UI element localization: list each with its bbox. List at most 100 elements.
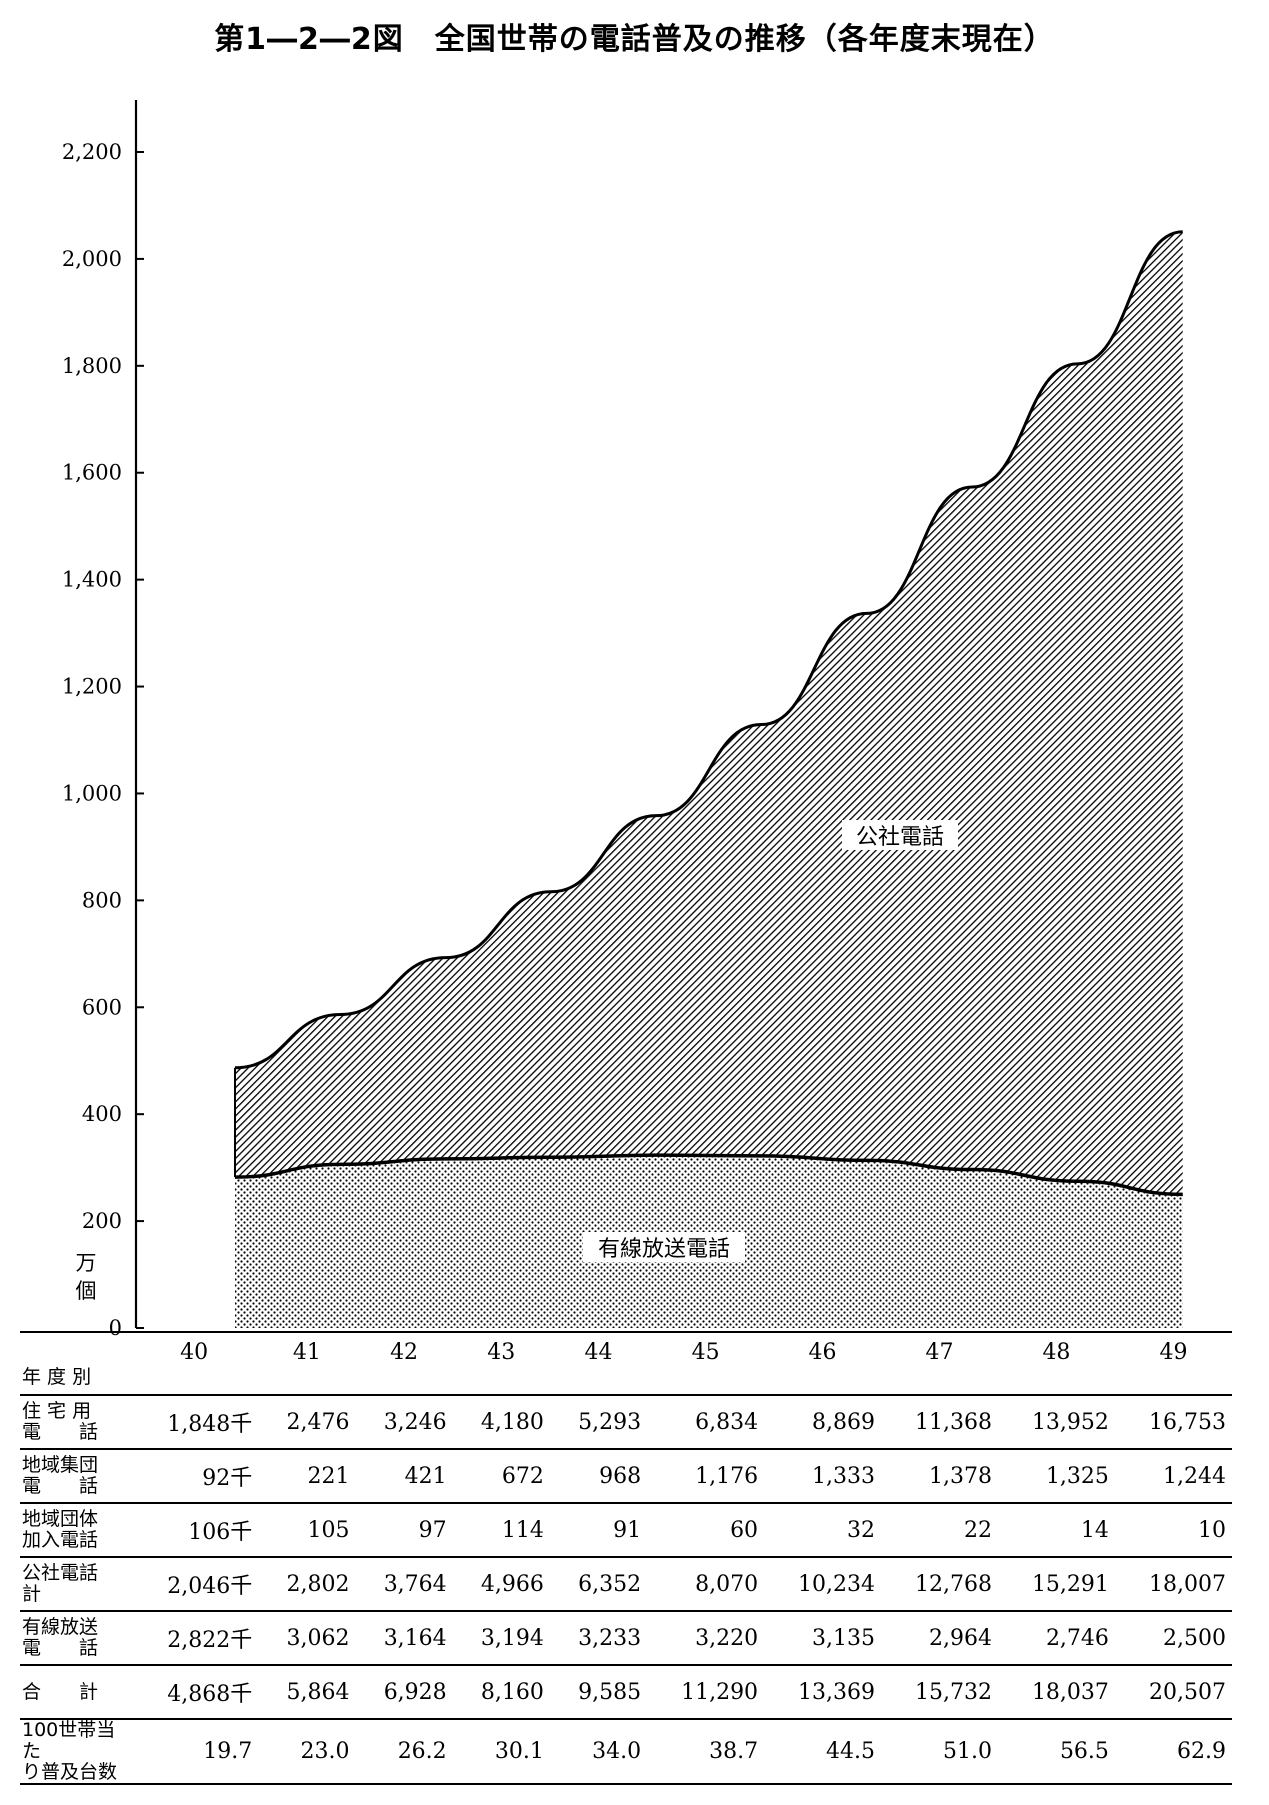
table-cell: 2,822千 <box>130 1610 259 1665</box>
y-tick-label: 1,000 <box>62 781 122 805</box>
row-header: 住 宅 用電 話 <box>20 1394 130 1449</box>
year-label: 46 <box>808 1340 837 1365</box>
line-cable-broadcast <box>234 1153 1183 1197</box>
table-cell: 3,220 <box>647 1610 765 1665</box>
table-cell: 106千 <box>130 1502 259 1557</box>
table-cell: 38.7 <box>647 1718 765 1785</box>
row-header: 地域団体 加入電話 <box>20 1502 130 1557</box>
table-cell: 15,732 <box>881 1664 998 1719</box>
row-header-line: 合 計 <box>22 1680 99 1703</box>
table-cell: 92千 <box>130 1448 259 1503</box>
table-cell: 34.0 <box>549 1718 648 1785</box>
row-header-line: 加入電話 <box>22 1529 99 1551</box>
table-cell: 97 <box>355 1502 453 1557</box>
row-header-line: 公社電話 <box>22 1562 99 1584</box>
table-cell: 91 <box>549 1502 648 1557</box>
row-header-line: 有線放送 <box>22 1616 99 1638</box>
row-header: 合 計 <box>20 1664 130 1719</box>
year-label: 44 <box>584 1340 613 1365</box>
table-cell: 2,046千 <box>130 1556 259 1611</box>
table-cell: 2,500 <box>1114 1610 1232 1665</box>
table-cell: 32 <box>764 1502 882 1557</box>
row-header-line: り普及台数 <box>22 1761 118 1783</box>
row-header-line: 住 宅 用 <box>22 1400 92 1422</box>
table-row: 住 宅 用電 話 1,848千 2,476 3,246 4,180 5,293 6,834 8… <box>20 1394 1232 1449</box>
table-cell: 8,070 <box>647 1556 765 1611</box>
table-cell: 421 <box>355 1448 453 1503</box>
y-tick-label: 1,600 <box>62 461 122 485</box>
row-header: 公社電話計 <box>20 1556 130 1611</box>
label-bg <box>842 820 958 850</box>
table-cell: 18,037 <box>997 1664 1115 1719</box>
y-tick-label: 600 <box>82 995 122 1019</box>
row-header-line: 地域集団 <box>22 1454 99 1476</box>
table-cell: 4,868千 <box>130 1664 259 1719</box>
table-cell: 6,928 <box>355 1664 453 1719</box>
y-tick-label: 800 <box>82 888 122 912</box>
table-cell: 3,164 <box>355 1610 453 1665</box>
table-cell: 2,802 <box>258 1556 356 1611</box>
table-cell: 8,869 <box>764 1394 882 1449</box>
row-header-line: 電 話 <box>22 1475 99 1497</box>
table-cell: 2,476 <box>258 1394 356 1449</box>
table-cell: 3,194 <box>452 1610 550 1665</box>
year-label: 43 <box>487 1340 516 1365</box>
table-cell: 56.5 <box>997 1718 1115 1785</box>
row-header-line: 電 話 <box>22 1637 99 1659</box>
year-header-label: 年 度 別 <box>22 1366 92 1388</box>
row-header-line: 100世帯当た <box>22 1719 116 1762</box>
table-cell: 10 <box>1114 1502 1232 1557</box>
table-row: 地域集団電 話 92千 221 421 672 968 1,176 1,333 1,378 1,3… <box>20 1448 1232 1503</box>
table-cell: 6,834 <box>647 1394 765 1449</box>
table-cell: 1,244 <box>1114 1448 1232 1503</box>
table-cell: 23.0 <box>258 1718 356 1785</box>
y-tick-label: 200 <box>82 1209 122 1233</box>
row-header: 100世帯当た り普及台数 <box>20 1718 130 1785</box>
y-tick-label: 2,200 <box>62 140 122 164</box>
unit-label: 個 <box>76 1279 97 1303</box>
table-cell: 13,952 <box>997 1394 1115 1449</box>
table-cell: 13,369 <box>764 1664 882 1719</box>
row-header-line: 計 <box>22 1583 42 1605</box>
table-cell: 19.7 <box>130 1718 259 1785</box>
row-header-line: 地域団体 <box>22 1508 99 1530</box>
table-cell: 105 <box>258 1502 356 1557</box>
table-cell: 60 <box>647 1502 765 1557</box>
data-table: 年 度 別 40 41 42 43 44 45 46 47 48 49 住 宅 用電 話 1,848千 2… <box>20 1334 1232 1785</box>
series-label-cable-broadcast: 有線放送電話 <box>598 1237 730 1262</box>
table-row: 公社電話計 2,046千 2,802 3,764 4,966 6,352 8,070 10,2… <box>20 1556 1232 1611</box>
table-cell: 5,864 <box>258 1664 356 1719</box>
table-cell: 1,333 <box>764 1448 882 1503</box>
chart-title: 第1―2―2図 全国世帯の電話普及の推移（各年度末現在） <box>214 22 1055 57</box>
row-header: 地域集団電 話 <box>20 1448 130 1503</box>
table-cell: 20,507 <box>1114 1664 1232 1719</box>
table-cell: 672 <box>452 1448 550 1503</box>
table-cell: 5,293 <box>549 1394 648 1449</box>
year-label: 45 <box>691 1340 720 1365</box>
table-row: 100世帯当た り普及台数 19.7 23.0 26.2 30.1 34.0 38.7 44.5… <box>20 1718 1232 1785</box>
row-header-line: 電 話 <box>22 1421 99 1443</box>
table-cell: 6,352 <box>549 1556 648 1611</box>
table-row: 地域団体 加入電話 106千 105 97 114 91 60 32 22 14 10 <box>20 1502 1232 1557</box>
line-total <box>234 230 1183 1070</box>
table-cell: 44.5 <box>764 1718 882 1785</box>
y-tick-label: 400 <box>82 1102 122 1126</box>
year-label: 49 <box>1159 1340 1188 1365</box>
table-cell: 12,768 <box>881 1556 998 1611</box>
table-row: 合 計 4,868千 5,864 6,928 8,160 9,585 11,290 13,36… <box>20 1664 1232 1719</box>
table-cell: 11,290 <box>647 1664 765 1719</box>
table-cell: 3,062 <box>258 1610 356 1665</box>
table-cell: 51.0 <box>881 1718 998 1785</box>
table-cell: 3,135 <box>764 1610 882 1665</box>
y-tick-label: 1,200 <box>62 675 122 699</box>
table-cell: 30.1 <box>452 1718 550 1785</box>
table-cell: 22 <box>881 1502 998 1557</box>
year-label: 41 <box>292 1340 321 1365</box>
table-cell: 15,291 <box>997 1556 1115 1611</box>
table-cell: 221 <box>258 1448 356 1503</box>
unit-label: 万 <box>76 1251 97 1275</box>
series-label-public-corp: 公社電話 <box>856 825 944 850</box>
table-cell: 2,746 <box>997 1610 1115 1665</box>
table-row: 有線放送電 話 2,822千 3,062 3,164 3,194 3,233 3,220 3,… <box>20 1610 1232 1665</box>
table-cell: 3,764 <box>355 1556 453 1611</box>
